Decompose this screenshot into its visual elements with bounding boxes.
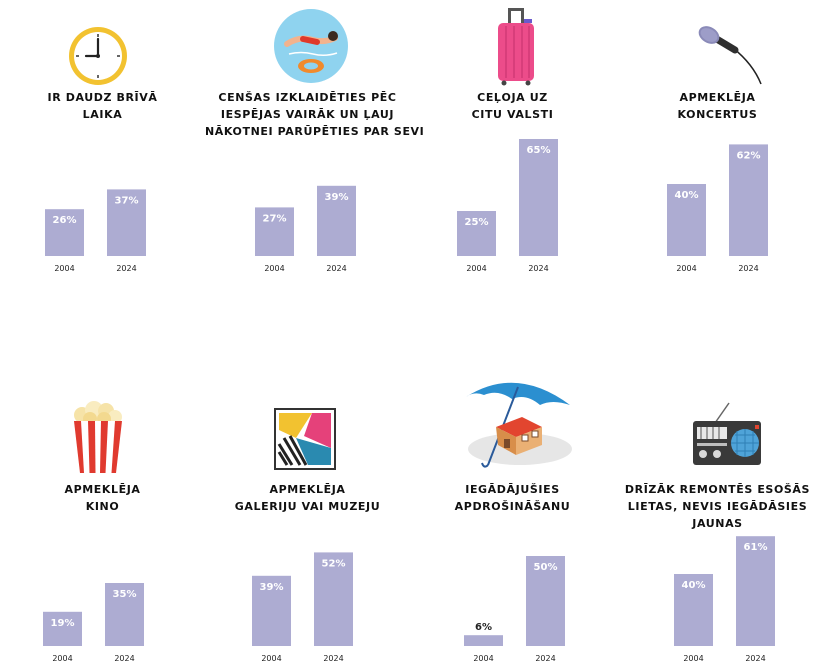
bar-value-label: 39% xyxy=(260,582,284,593)
bar-value-label: 37% xyxy=(115,195,139,206)
title-line: IESPĒJAS VAIRĀK UN ĻAUJ xyxy=(220,108,395,121)
umbrella-house-icon xyxy=(466,382,572,468)
bar-2004 xyxy=(457,211,496,256)
x-tick-label: 2024 xyxy=(535,654,555,663)
x-tick-label: 2004 xyxy=(54,264,74,273)
x-tick-label: 2024 xyxy=(323,654,343,663)
x-tick-label: 2004 xyxy=(676,264,696,273)
bar-2024 xyxy=(736,536,775,646)
bar-value-label: 19% xyxy=(51,618,75,629)
bar-2004 xyxy=(43,611,82,646)
panel-insurance: IEGĀDĀJUŠIES APDROŠINĀŠANU 6% 2004 50% 2024 xyxy=(410,333,615,666)
bar-chart: 40% 2004 61% 2024 xyxy=(674,536,775,663)
bar-2004 xyxy=(255,207,294,256)
panel-entertainment: CENŠAS IZKLAIDĒTIES PĒC IESPĒJAS VAIRĀK … xyxy=(205,0,425,333)
panel-cinema: APMEKLĒJA KINO 19% 2004 35% 2024 xyxy=(0,333,205,666)
bar-2024 xyxy=(519,139,558,256)
panel-repair: DRĪZĀK REMONTĒS ESOŠĀS LIETAS, NEVIS IEG… xyxy=(615,333,820,666)
title-line: CEĻOJA UZ xyxy=(477,91,548,104)
swimmer-icon xyxy=(274,9,348,83)
bar-2024 xyxy=(105,583,144,646)
panel-title: CENŠAS IZKLAIDĒTIES PĒC IESPĒJAS VAIRĀK … xyxy=(205,89,425,140)
x-tick-label: 2004 xyxy=(261,654,281,663)
x-tick-label: 2004 xyxy=(473,654,493,663)
bar-value-label: 61% xyxy=(744,542,768,553)
x-tick-label: 2024 xyxy=(326,264,346,273)
title-line: APDROŠINĀŠANU xyxy=(454,500,571,513)
panel-title: IEGĀDĀJUŠIES APDROŠINĀŠANU xyxy=(410,481,615,515)
title-line: APMEKLĒJA xyxy=(64,483,141,496)
x-tick-label: 2024 xyxy=(114,654,134,663)
suitcase-icon xyxy=(498,8,534,86)
x-tick-label: 2024 xyxy=(528,264,548,273)
bar-value-label: 6% xyxy=(475,622,492,633)
bar-2024 xyxy=(314,552,353,646)
panel-title: CEĻOJA UZ CITU VALSTI xyxy=(410,89,615,123)
title-line: CITU VALSTI xyxy=(471,108,554,121)
bar-value-label: 40% xyxy=(675,190,699,201)
bar-chart: 40% 2004 62% 2024 xyxy=(667,144,768,273)
clock-icon xyxy=(69,27,127,85)
panel-title: DRĪZĀK REMONTĒS ESOŠĀS LIETAS, NEVIS IEG… xyxy=(615,481,820,532)
bar-chart: 19% 2004 35% 2024 xyxy=(43,583,144,663)
bar-2024 xyxy=(729,144,768,256)
bar-value-label: 52% xyxy=(322,558,346,569)
bar-chart: 25% 2004 65% 2024 xyxy=(457,139,558,273)
title-line: APMEKLĒJA xyxy=(679,91,756,104)
bar-chart: 6% 2004 50% 2024 xyxy=(464,556,565,663)
bar-value-label: 27% xyxy=(263,213,287,224)
title-line: KONCERTUS xyxy=(677,108,758,121)
title-line: APMEKLĒJA xyxy=(269,483,346,496)
bar-value-label: 26% xyxy=(53,215,77,226)
bar-value-label: 50% xyxy=(534,562,558,573)
bar-2024 xyxy=(526,556,565,646)
title-line: LAIKA xyxy=(82,108,123,121)
popcorn-icon xyxy=(74,401,122,473)
bar-value-label: 62% xyxy=(737,150,761,161)
bar-chart: 27% 2004 39% 2024 xyxy=(255,185,356,273)
bar-2004 xyxy=(667,184,706,256)
x-tick-label: 2004 xyxy=(52,654,72,663)
panel-title: IR DAUDZ BRĪVĀ LAIKA xyxy=(0,89,205,123)
title-line: CENŠAS IZKLAIDĒTIES PĒC xyxy=(218,91,397,104)
bar-value-label: 65% xyxy=(527,145,551,156)
title-line: GALERIJU VAI MUZEJU xyxy=(234,500,381,513)
bar-value-label: 39% xyxy=(325,192,349,203)
panel-travel: CEĻOJA UZ CITU VALSTI 25% 2004 65% 2024 xyxy=(410,0,615,333)
bar-2004 xyxy=(45,209,84,256)
bar-2004 xyxy=(252,575,291,646)
panel-title: APMEKLĒJA GALERIJU VAI MUZEJU xyxy=(205,481,410,515)
panel-gallery: APMEKLĒJA GALERIJU VAI MUZEJU 39% 2004 52%… xyxy=(205,333,410,666)
title-line: JAUNAS xyxy=(692,517,743,530)
bar-chart: 39% 2004 52% 2024 xyxy=(252,552,353,663)
x-tick-label: 2024 xyxy=(745,654,765,663)
panel-title: APMEKLĒJA KINO xyxy=(0,481,205,515)
bar-value-label: 40% xyxy=(682,580,706,591)
bar-chart: 26% 2004 37% 2024 xyxy=(45,189,146,273)
title-line: KINO xyxy=(85,500,120,513)
x-tick-label: 2004 xyxy=(264,264,284,273)
bar-2024 xyxy=(107,189,146,256)
panel-free-time: IR DAUDZ BRĪVĀ LAIKA 26% 2004 37% 2024 xyxy=(0,0,205,333)
radio-icon xyxy=(693,402,761,465)
title-line: LIETAS, NEVIS IEGĀDĀSIES xyxy=(627,500,808,513)
bar-2004 xyxy=(674,574,713,646)
bar-value-label: 25% xyxy=(465,217,489,228)
bar-value-label: 35% xyxy=(113,589,137,600)
title-line: IEGĀDĀJUŠIES xyxy=(465,483,560,496)
panel-concerts: APMEKLĒJA KONCERTUS 40% 2004 62% 2024 xyxy=(615,0,820,333)
title-line: IR DAUDZ BRĪVĀ xyxy=(47,91,158,104)
x-tick-label: 2024 xyxy=(116,264,136,273)
panel-title: APMEKLĒJA KONCERTUS xyxy=(615,89,820,123)
bar-2004 xyxy=(464,635,503,646)
bar-2024 xyxy=(317,185,356,256)
x-tick-label: 2004 xyxy=(683,654,703,663)
painting-icon xyxy=(274,408,336,470)
microphone-icon xyxy=(698,26,762,85)
x-tick-label: 2024 xyxy=(738,264,758,273)
title-line: DRĪZĀK REMONTĒS ESOŠĀS xyxy=(624,483,811,496)
x-tick-label: 2004 xyxy=(466,264,486,273)
title-line: NĀKOTNEI PARŪPĒTIES PAR SEVI xyxy=(205,125,425,138)
